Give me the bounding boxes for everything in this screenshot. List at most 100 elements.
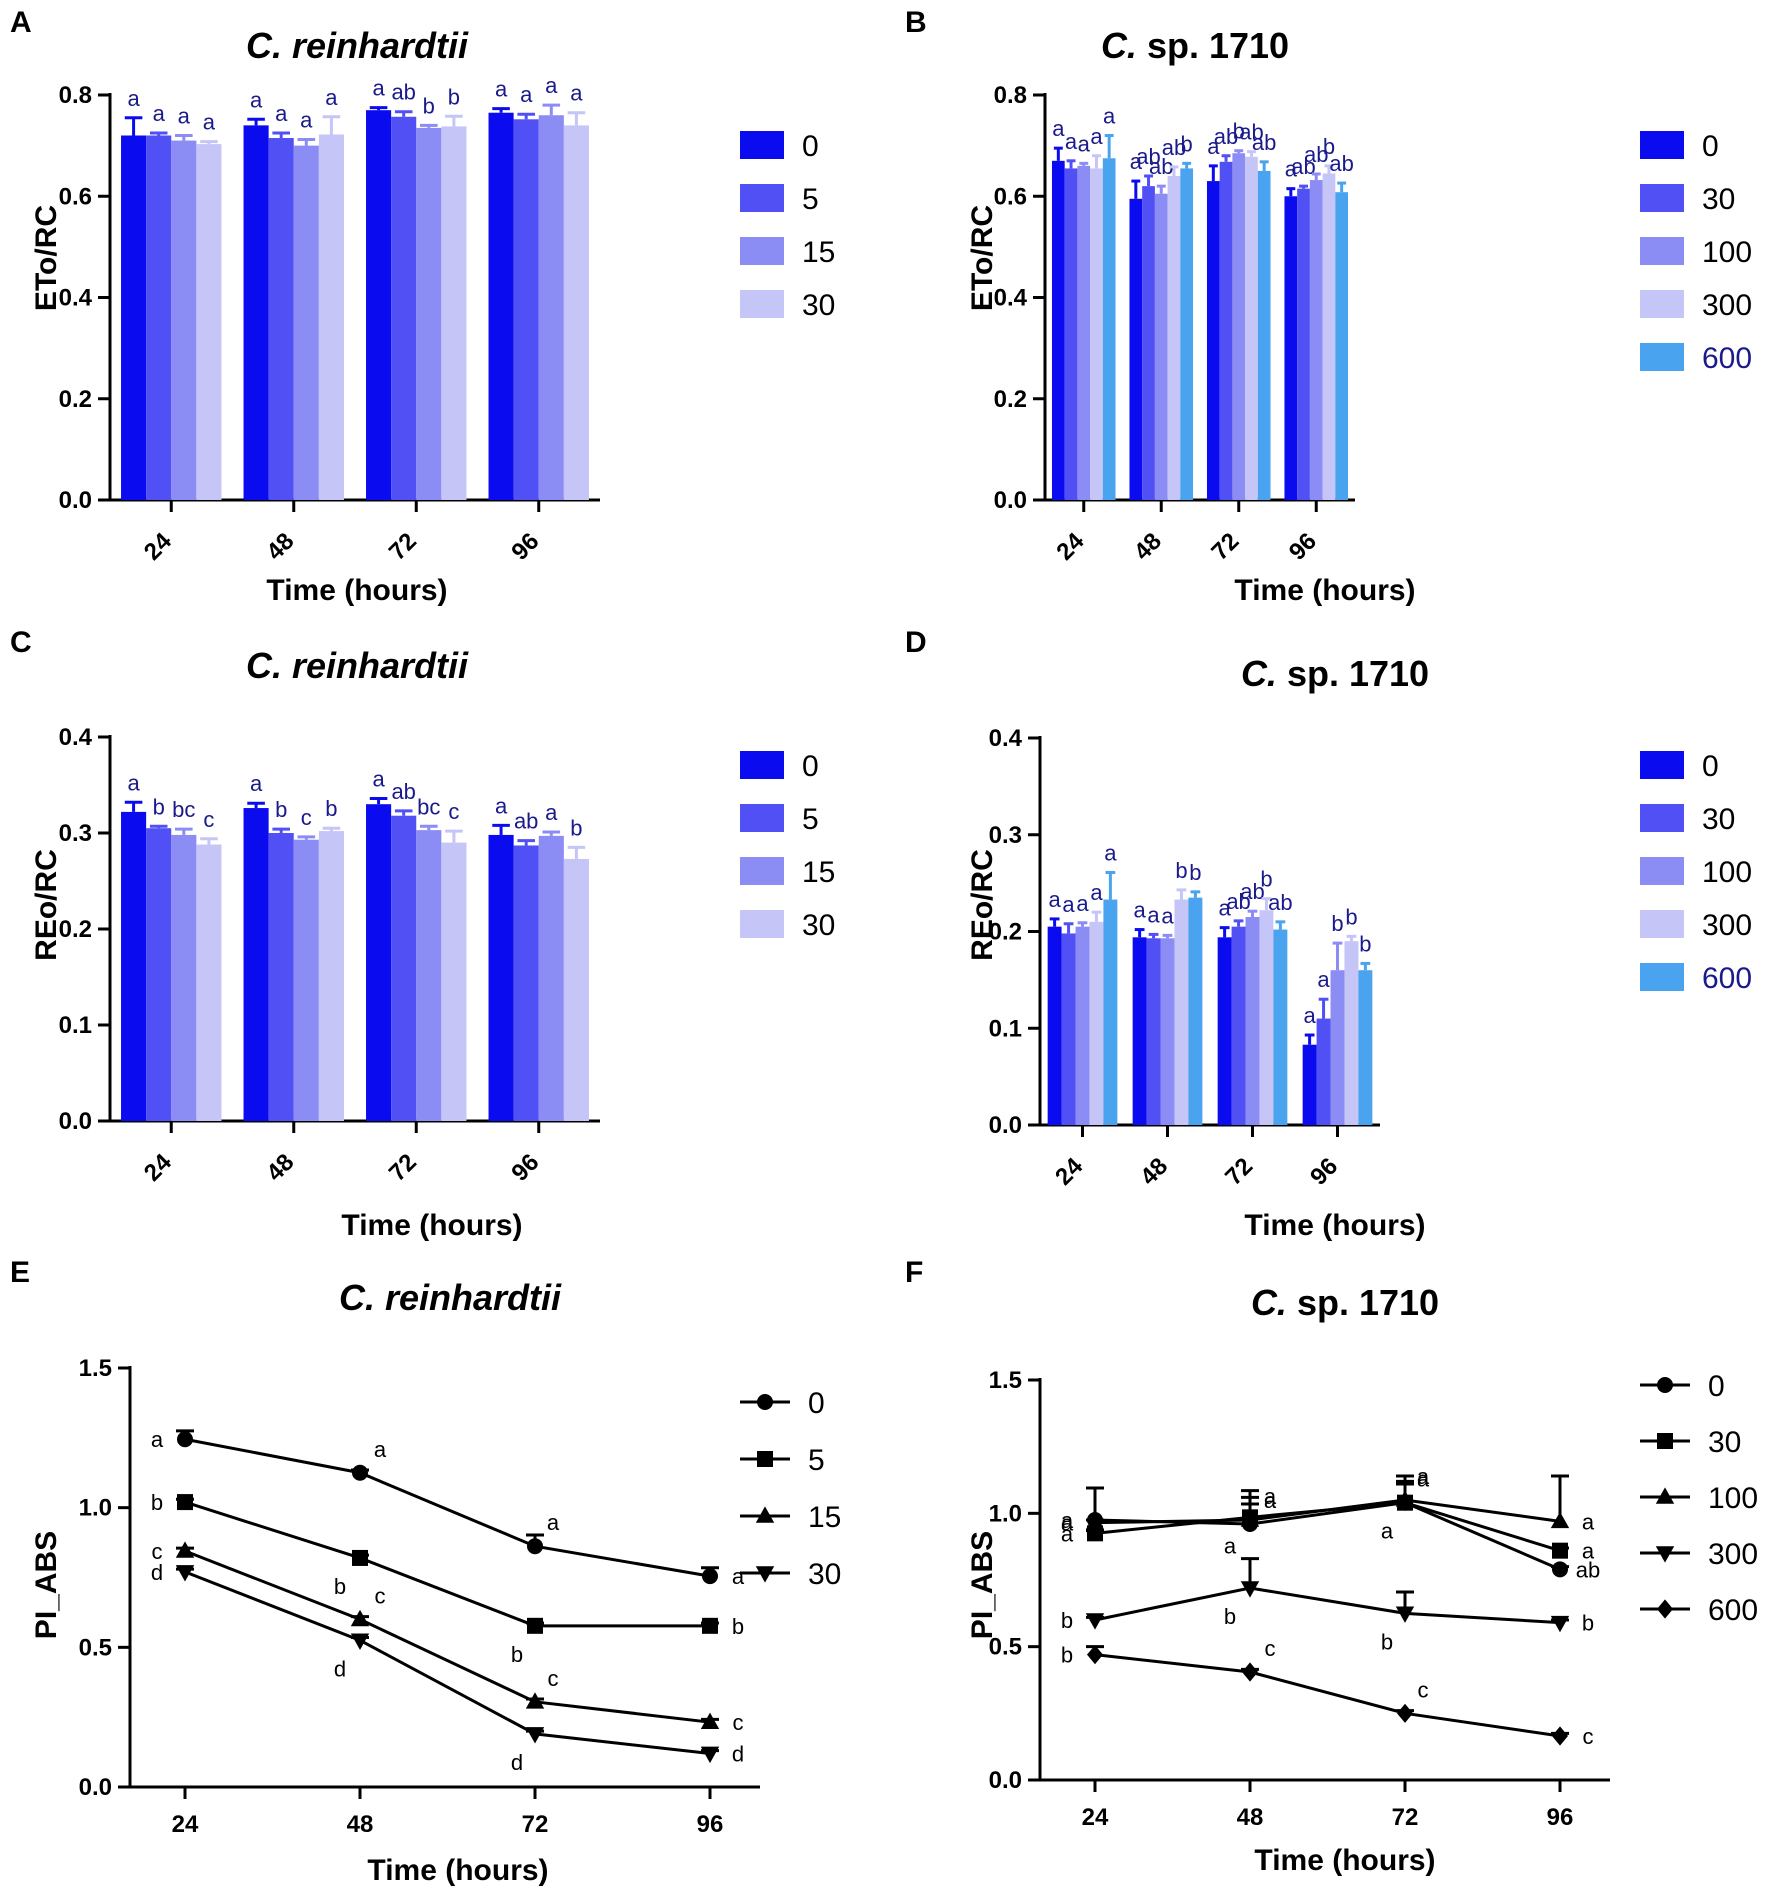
significance-label: a xyxy=(1103,104,1116,129)
bar-a-24-30 xyxy=(196,144,222,500)
bar-d-24-0 xyxy=(1047,926,1062,1125)
significance-label: b xyxy=(1175,858,1187,883)
bar-b-96-100 xyxy=(1309,180,1323,501)
bar-a-72-15 xyxy=(416,127,442,500)
panel-letter: D xyxy=(905,626,927,659)
significance-label: a xyxy=(1090,880,1103,905)
bar-b-48-0 xyxy=(1129,198,1143,500)
chart-title: C. reinhardtii xyxy=(339,1277,562,1318)
significance-label: a xyxy=(570,81,583,106)
significance-label: a xyxy=(1582,1509,1595,1534)
legend-label: 300 xyxy=(1702,289,1752,322)
panel-letter: F xyxy=(905,1256,923,1289)
significance-label: c xyxy=(375,1583,386,1608)
legend-swatch-30 xyxy=(1640,804,1684,832)
legend-marker-100 xyxy=(1655,1487,1675,1504)
x-tick-label: 96 xyxy=(506,528,544,566)
point-600-96 xyxy=(1552,1726,1568,1746)
significance-label: b xyxy=(1181,131,1193,156)
significance-label: b xyxy=(570,815,582,840)
bar-d-48-0 xyxy=(1132,937,1147,1125)
series-line-300 xyxy=(1094,1586,1561,1625)
legend-swatch-300 xyxy=(1640,290,1684,318)
bar-d-72-600 xyxy=(1273,929,1288,1125)
significance-label: d xyxy=(151,1560,163,1585)
y-tick-label: 0.2 xyxy=(59,916,92,943)
bar-c-72-15 xyxy=(416,830,442,1121)
chart-title-rest: sp. 1710 xyxy=(1287,1282,1439,1323)
x-axis-label: Time (hours) xyxy=(1234,574,1415,607)
x-axis-label: Time (hours) xyxy=(1254,1844,1435,1877)
series-line-15 xyxy=(184,1549,711,1724)
bar-d-72-300 xyxy=(1259,910,1274,1125)
point-5-24 xyxy=(177,1494,193,1511)
significance-label: b xyxy=(151,1490,163,1515)
significance-label: a xyxy=(1052,116,1065,141)
panel-b: B C. sp. 1710 0.0 0.2 0.4 0.6 0.8 ETo/RC Time (h… xyxy=(905,6,1752,607)
y-axis-label: PI_ABS xyxy=(966,1531,999,1639)
significance-label: a xyxy=(127,770,140,795)
bar-c-24-5 xyxy=(146,828,172,1121)
panel-letter: A xyxy=(10,6,32,39)
chart-title: C. reinhardtii xyxy=(246,645,469,686)
significance-label: a xyxy=(372,766,385,791)
significance-label: b xyxy=(448,84,460,109)
bar-a-96-5 xyxy=(513,119,539,501)
point-30-24 xyxy=(175,1565,195,1582)
significance-label: b xyxy=(1233,119,1245,144)
panel-letter: E xyxy=(10,1256,30,1289)
significance-label: a xyxy=(1417,1467,1430,1492)
bar-d-48-100 xyxy=(1160,938,1175,1125)
x-tick-label: 24 xyxy=(139,527,177,565)
significance-label: c xyxy=(1583,1724,1594,1749)
legend-label: 0 xyxy=(1702,750,1719,783)
significance-label: a xyxy=(1048,887,1061,912)
bar-b-48-30 xyxy=(1142,186,1155,500)
point-0-24 xyxy=(177,1431,193,1448)
significance-label: b xyxy=(511,1642,523,1667)
point-600-24 xyxy=(1087,1645,1103,1665)
legend-swatch-5 xyxy=(740,184,784,212)
x-tick-label: 48 xyxy=(1129,528,1167,566)
x-tick-label: 72 xyxy=(522,1811,549,1838)
y-tick-label: 0.3 xyxy=(59,820,92,847)
significance-label: a xyxy=(1224,1533,1237,1558)
y-tick-label: 0.0 xyxy=(59,487,92,514)
bar-c-48-0 xyxy=(243,808,269,1121)
bar-c-72-30 xyxy=(441,842,467,1121)
y-tick-label: 1.0 xyxy=(989,1500,1022,1527)
significance-label: a xyxy=(1061,1511,1074,1536)
y-tick-label: 0.1 xyxy=(59,1012,92,1039)
x-tick-label: 24 xyxy=(1051,527,1089,565)
significance-label: c xyxy=(733,1710,744,1735)
point-0-48 xyxy=(352,1464,368,1481)
chart-title-italic: C. xyxy=(1251,1282,1287,1323)
legend-label: 15 xyxy=(802,236,835,269)
significance-label: b xyxy=(1331,911,1343,936)
panel-letter: C xyxy=(10,626,32,659)
legend-swatch-100 xyxy=(1640,237,1684,265)
point-0-72 xyxy=(527,1538,543,1555)
significance-label: a xyxy=(325,85,338,110)
significance-label: c xyxy=(448,799,459,824)
significance-label: a xyxy=(153,101,166,126)
bar-a-48-15 xyxy=(293,145,319,500)
legend-label: 30 xyxy=(802,289,835,322)
bar-c-96-15 xyxy=(538,835,564,1121)
significance-label: a xyxy=(1381,1519,1394,1544)
significance-label: b xyxy=(153,794,165,819)
legend-label: 15 xyxy=(808,1501,841,1534)
legend-swatch-5 xyxy=(740,804,784,832)
point-300-48 xyxy=(1240,1581,1260,1598)
significance-label: a xyxy=(300,108,313,133)
legend-swatch-30 xyxy=(1640,184,1684,212)
x-axis-label: Time (hours) xyxy=(266,574,447,607)
legend-label: 30 xyxy=(1702,183,1735,216)
bar-c-48-15 xyxy=(293,839,319,1121)
y-axis-label: ETo/RC xyxy=(30,205,63,311)
x-tick-label: 48 xyxy=(261,1149,299,1187)
significance-label: bc xyxy=(172,797,195,822)
significance-label: a xyxy=(1264,1488,1277,1513)
series-line-100 xyxy=(1094,1498,1561,1525)
